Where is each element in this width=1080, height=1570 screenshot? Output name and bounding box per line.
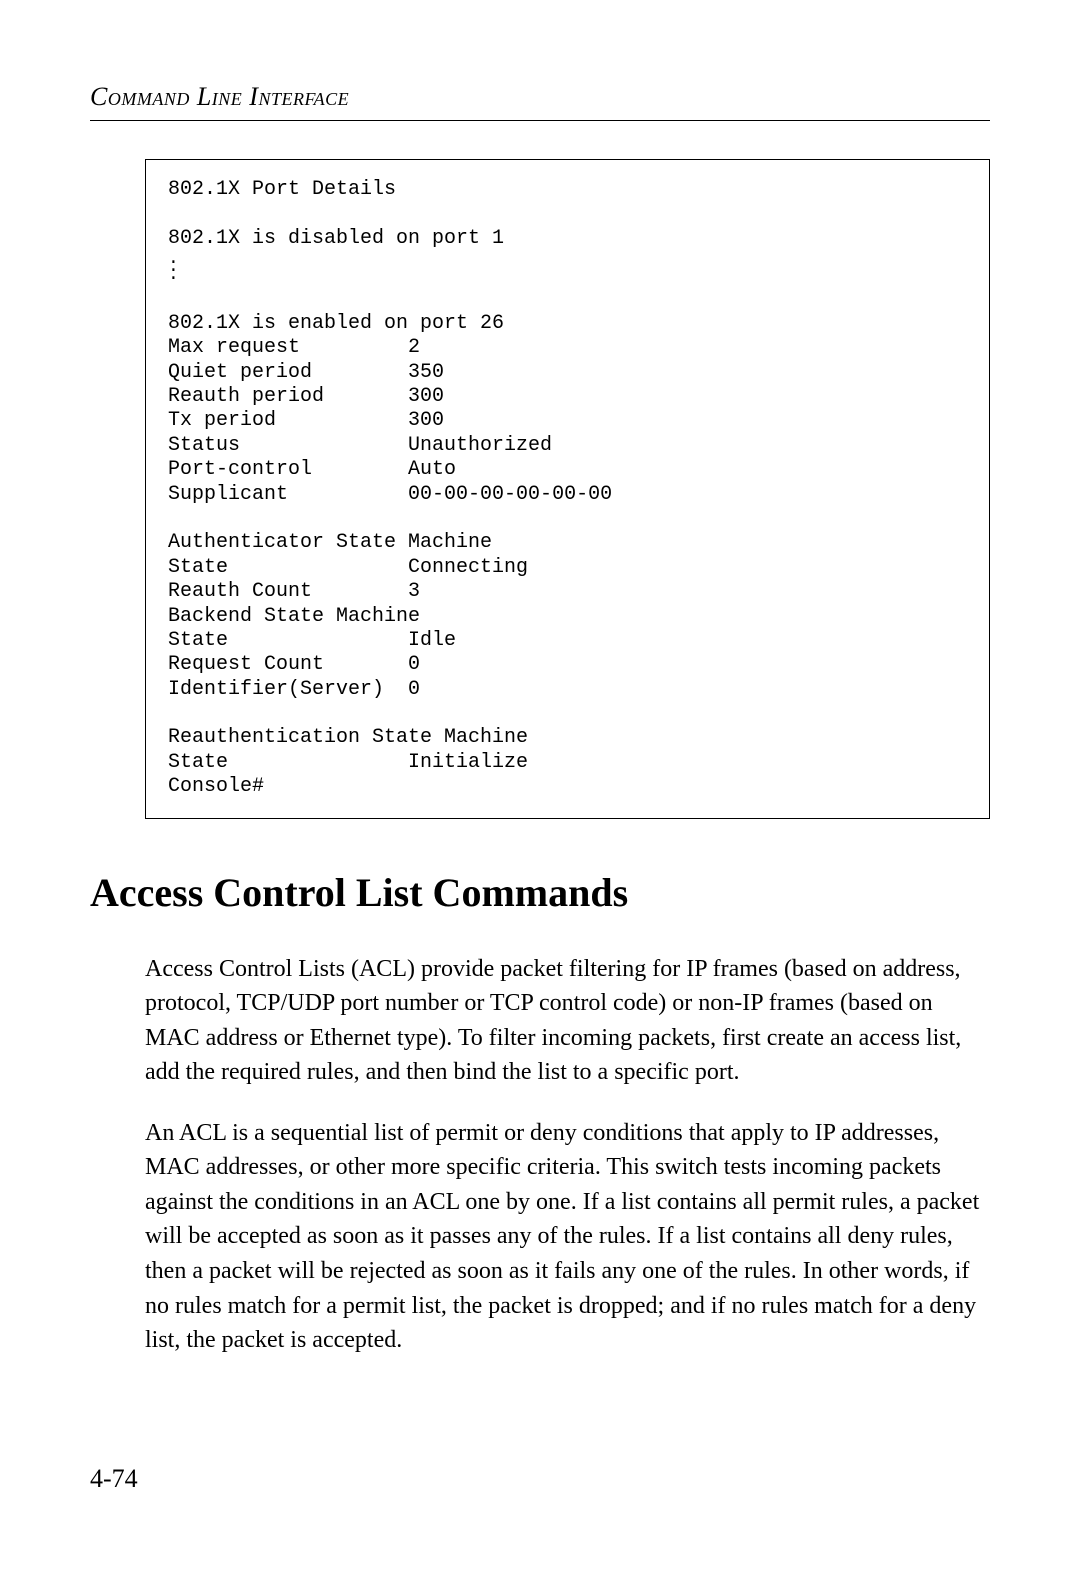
code-line: Reauthentication State Machine — [168, 726, 528, 749]
code-line: Supplicant 00-00-00-00-00-00 — [168, 483, 612, 506]
code-line: State Connecting — [168, 556, 528, 579]
body-paragraph: Access Control Lists (ACL) provide packe… — [145, 952, 990, 1090]
code-line: Reauth Count 3 — [168, 580, 420, 603]
vertical-ellipsis-icon: . . . — [168, 255, 969, 279]
code-line: State Initialize — [168, 751, 528, 774]
header-rule — [90, 120, 990, 121]
terminal-output-box: 802.1X Port Details 802.1X is disabled o… — [145, 159, 990, 819]
code-line: Max request 2 — [168, 336, 420, 359]
section-heading-text: Access Control List Commands — [90, 870, 628, 915]
code-line: 802.1X is enabled on port 26 — [168, 312, 504, 335]
code-line: State Idle — [168, 629, 456, 652]
code-prompt: Console# — [168, 775, 264, 798]
code-line: Quiet period 350 — [168, 361, 444, 384]
code-line: 802.1X Port Details — [168, 178, 396, 201]
code-line: Reauth period 300 — [168, 385, 444, 408]
code-line: Port-control Auto — [168, 458, 456, 481]
code-line: Authenticator State Machine — [168, 531, 492, 554]
code-line: Backend State Machine — [168, 605, 420, 628]
code-line: 802.1X is disabled on port 1 — [168, 227, 504, 250]
page-number: 4-74 — [90, 1464, 138, 1494]
code-line: Request Count 0 — [168, 653, 420, 676]
code-line: Status Unauthorized — [168, 434, 552, 457]
code-line: Identifier(Server) 0 — [168, 678, 420, 701]
running-header-text: Command Line Interface — [90, 82, 349, 111]
section-heading: Access Control List Commands — [90, 869, 990, 916]
body-paragraph: An ACL is a sequential list of permit or… — [145, 1116, 990, 1358]
running-header: Command Line Interface — [90, 82, 990, 112]
code-line: Tx period 300 — [168, 409, 444, 432]
